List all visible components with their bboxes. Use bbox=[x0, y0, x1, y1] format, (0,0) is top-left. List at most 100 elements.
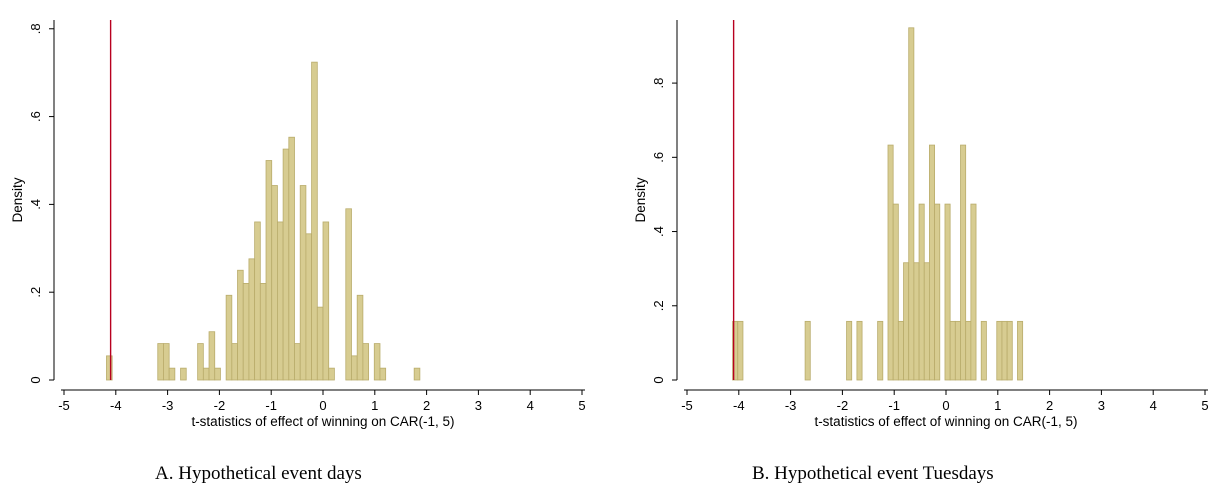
histogram-bar bbox=[903, 262, 910, 381]
x-tick-label: -2 bbox=[837, 398, 849, 413]
y-tick-label: .8 bbox=[28, 23, 43, 34]
histogram-bar bbox=[311, 61, 318, 381]
histogram-bar bbox=[970, 203, 977, 381]
x-tick-label: 5 bbox=[1201, 398, 1208, 413]
histogram-bar bbox=[413, 367, 421, 381]
histogram-bar bbox=[351, 355, 358, 381]
histogram-bar bbox=[996, 320, 1003, 381]
histogram-bar bbox=[180, 367, 187, 381]
histogram-bar bbox=[237, 269, 244, 381]
x-tick-label: 0 bbox=[942, 398, 949, 413]
histogram-bar bbox=[197, 343, 204, 381]
histogram-bar bbox=[980, 320, 987, 381]
histogram-bar bbox=[356, 294, 364, 381]
histogram-bar bbox=[918, 203, 925, 381]
histogram-bar bbox=[231, 343, 238, 381]
histogram-bar bbox=[242, 283, 250, 381]
histogram-bar bbox=[259, 283, 267, 381]
histogram-bar bbox=[271, 185, 278, 381]
histogram-bar bbox=[897, 320, 904, 381]
histogram-bar bbox=[208, 331, 216, 381]
histogram-bar bbox=[277, 221, 284, 381]
caption-panel-b: B. Hypothetical event Tuesdays bbox=[752, 463, 994, 484]
histogram-bar bbox=[379, 367, 387, 381]
x-tick-label: -4 bbox=[733, 398, 745, 413]
histogram-bar bbox=[373, 343, 381, 381]
x-tick-label: -1 bbox=[265, 398, 277, 413]
x-tick-label: -5 bbox=[681, 398, 693, 413]
y-tick-label: .8 bbox=[651, 78, 666, 89]
histogram-bar bbox=[929, 144, 936, 381]
y-tick-label: .4 bbox=[651, 226, 666, 237]
histogram-bar bbox=[877, 320, 884, 381]
x-tick-label: 5 bbox=[578, 398, 585, 413]
histogram-bar bbox=[960, 144, 967, 381]
x-tick-label: 3 bbox=[1098, 398, 1105, 413]
histogram-bar bbox=[965, 320, 972, 381]
histogram-bar bbox=[949, 320, 956, 381]
histogram-bar bbox=[934, 203, 941, 381]
histogram-bar bbox=[168, 367, 176, 381]
x-tick-label: 1 bbox=[371, 398, 378, 413]
y-tick-label: 0 bbox=[28, 376, 43, 383]
x-tick-label: 2 bbox=[1046, 398, 1053, 413]
histogram-bar bbox=[106, 355, 113, 381]
histogram-bar bbox=[954, 320, 961, 381]
x-tick-label: 1 bbox=[994, 398, 1001, 413]
y-axis-label: Density bbox=[633, 177, 648, 222]
y-tick-label: .2 bbox=[651, 300, 666, 311]
caption-panel-a: A. Hypothetical event days bbox=[155, 463, 362, 484]
histogram-bar bbox=[282, 148, 290, 381]
histogram-bar bbox=[887, 144, 894, 381]
histogram-bar bbox=[163, 343, 170, 381]
x-tick-label: 3 bbox=[475, 398, 482, 413]
histogram-bar bbox=[1001, 320, 1008, 381]
histogram-bar bbox=[214, 367, 221, 381]
y-tick-label: .2 bbox=[28, 287, 43, 298]
x-tick-label: -5 bbox=[58, 398, 70, 413]
y-tick-label: .6 bbox=[651, 152, 666, 163]
histogram-bar bbox=[202, 367, 210, 381]
histogram-bar bbox=[1017, 320, 1024, 381]
histogram-bar bbox=[737, 320, 744, 381]
x-tick-label: -3 bbox=[162, 398, 174, 413]
histogram-bar bbox=[288, 136, 295, 381]
y-axis-label: Density bbox=[10, 177, 25, 222]
histogram-bar bbox=[892, 203, 899, 381]
histogram-bar bbox=[157, 343, 164, 381]
histogram-bar bbox=[305, 233, 313, 381]
histogram-bar bbox=[316, 306, 324, 381]
y-tick-label: .4 bbox=[28, 199, 43, 210]
histogram-bar bbox=[248, 258, 256, 381]
histogram-bar bbox=[856, 320, 863, 381]
histogram-bar bbox=[265, 160, 273, 381]
x-tick-label: -1 bbox=[888, 398, 900, 413]
histogram-bar bbox=[944, 203, 951, 381]
x-tick-label: 2 bbox=[423, 398, 430, 413]
histogram-bar bbox=[254, 221, 261, 381]
histogram-bar bbox=[362, 343, 369, 381]
histogram-bar bbox=[908, 27, 915, 381]
histogram-bar bbox=[299, 185, 307, 381]
histogram-bar bbox=[328, 367, 335, 381]
x-tick-label: 4 bbox=[527, 398, 534, 413]
x-tick-label: -4 bbox=[110, 398, 122, 413]
histogram-bar bbox=[294, 343, 301, 381]
histogram-bar bbox=[322, 221, 330, 381]
y-tick-label: 0 bbox=[651, 376, 666, 383]
histogram-bar bbox=[345, 208, 352, 381]
x-tick-label: -3 bbox=[785, 398, 797, 413]
histogram-bar bbox=[225, 294, 233, 381]
y-tick-label: .6 bbox=[28, 111, 43, 122]
histogram-bar bbox=[1006, 320, 1013, 381]
x-axis-label: t-statistics of effect of winning on CAR… bbox=[814, 414, 1077, 429]
histogram-bar bbox=[913, 262, 920, 381]
histogram-panel-b: -5 -4 -3 -2 -1 0 1 2 3 4 5 t-statistics of effect o… bbox=[633, 20, 1209, 429]
x-tick-label: 0 bbox=[319, 398, 326, 413]
x-axis-label: t-statistics of effect of winning on CAR… bbox=[191, 414, 454, 429]
histogram-bar bbox=[923, 262, 930, 381]
histogram-bar bbox=[846, 320, 853, 381]
histogram-panel-a: -5 -4 -3 -2 -1 0 1 2 3 4 5 t-statistics of effect o… bbox=[10, 20, 586, 429]
x-tick-label: -2 bbox=[214, 398, 226, 413]
x-tick-label: 4 bbox=[1150, 398, 1157, 413]
